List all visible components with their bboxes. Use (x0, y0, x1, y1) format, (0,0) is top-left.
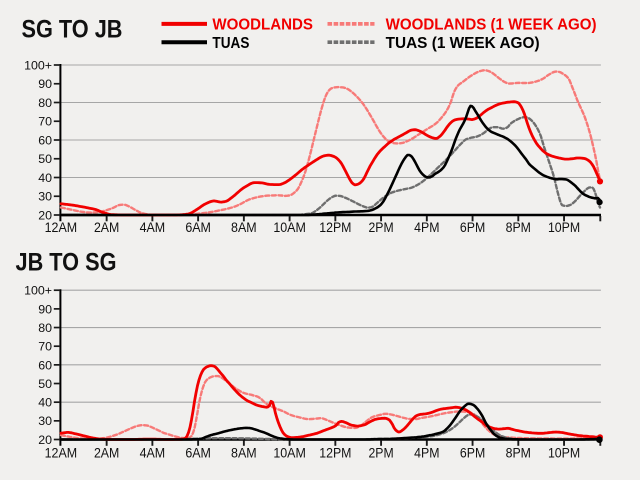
svg-text:10AM: 10AM (273, 220, 306, 235)
svg-text:8PM: 8PM (506, 446, 531, 461)
svg-text:12AM: 12AM (45, 220, 78, 235)
svg-text:6PM: 6PM (460, 446, 485, 461)
svg-text:12PM: 12PM (319, 446, 351, 461)
svg-text:2AM: 2AM (94, 220, 119, 235)
svg-text:70: 70 (38, 340, 52, 354)
svg-text:10PM: 10PM (548, 220, 580, 235)
svg-text:100+: 100+ (24, 58, 52, 72)
svg-text:6AM: 6AM (185, 446, 211, 461)
svg-text:JB TO SG: JB TO SG (16, 249, 117, 277)
svg-text:90: 90 (38, 77, 52, 91)
svg-text:8AM: 8AM (231, 446, 257, 461)
svg-text:12PM: 12PM (319, 220, 351, 235)
svg-text:50: 50 (38, 377, 52, 391)
svg-text:30: 30 (38, 414, 52, 428)
svg-text:100+: 100+ (24, 284, 52, 298)
svg-text:10PM: 10PM (548, 446, 580, 461)
svg-text:TUAS (1 WEEK AGO): TUAS (1 WEEK AGO) (386, 35, 540, 52)
svg-text:4AM: 4AM (140, 446, 166, 461)
svg-text:70: 70 (38, 115, 52, 129)
svg-text:80: 80 (38, 321, 52, 335)
svg-text:4PM: 4PM (414, 446, 439, 461)
svg-text:60: 60 (38, 133, 52, 147)
svg-text:20: 20 (38, 433, 52, 447)
svg-text:4AM: 4AM (140, 220, 166, 235)
svg-text:2PM: 2PM (369, 220, 394, 235)
svg-text:8PM: 8PM (506, 220, 531, 235)
svg-text:60: 60 (38, 358, 52, 372)
svg-text:90: 90 (38, 302, 52, 316)
svg-text:80: 80 (38, 96, 52, 110)
svg-text:12AM: 12AM (45, 446, 78, 461)
svg-text:8AM: 8AM (231, 220, 257, 235)
svg-text:50: 50 (38, 152, 52, 166)
svg-text:40: 40 (38, 396, 52, 410)
svg-text:TUAS: TUAS (212, 35, 249, 52)
svg-text:WOODLANDS (1 WEEK AGO): WOODLANDS (1 WEEK AGO) (386, 17, 597, 34)
svg-text:4PM: 4PM (414, 220, 439, 235)
svg-text:20: 20 (38, 208, 52, 222)
svg-text:2PM: 2PM (369, 446, 394, 461)
svg-text:40: 40 (38, 171, 52, 185)
svg-text:2AM: 2AM (94, 446, 119, 461)
svg-text:6AM: 6AM (185, 220, 211, 235)
svg-text:10AM: 10AM (273, 446, 306, 461)
svg-text:WOODLANDS: WOODLANDS (212, 17, 313, 34)
svg-text:SG TO JB: SG TO JB (22, 16, 123, 44)
svg-text:6PM: 6PM (460, 220, 485, 235)
svg-text:30: 30 (38, 190, 52, 204)
